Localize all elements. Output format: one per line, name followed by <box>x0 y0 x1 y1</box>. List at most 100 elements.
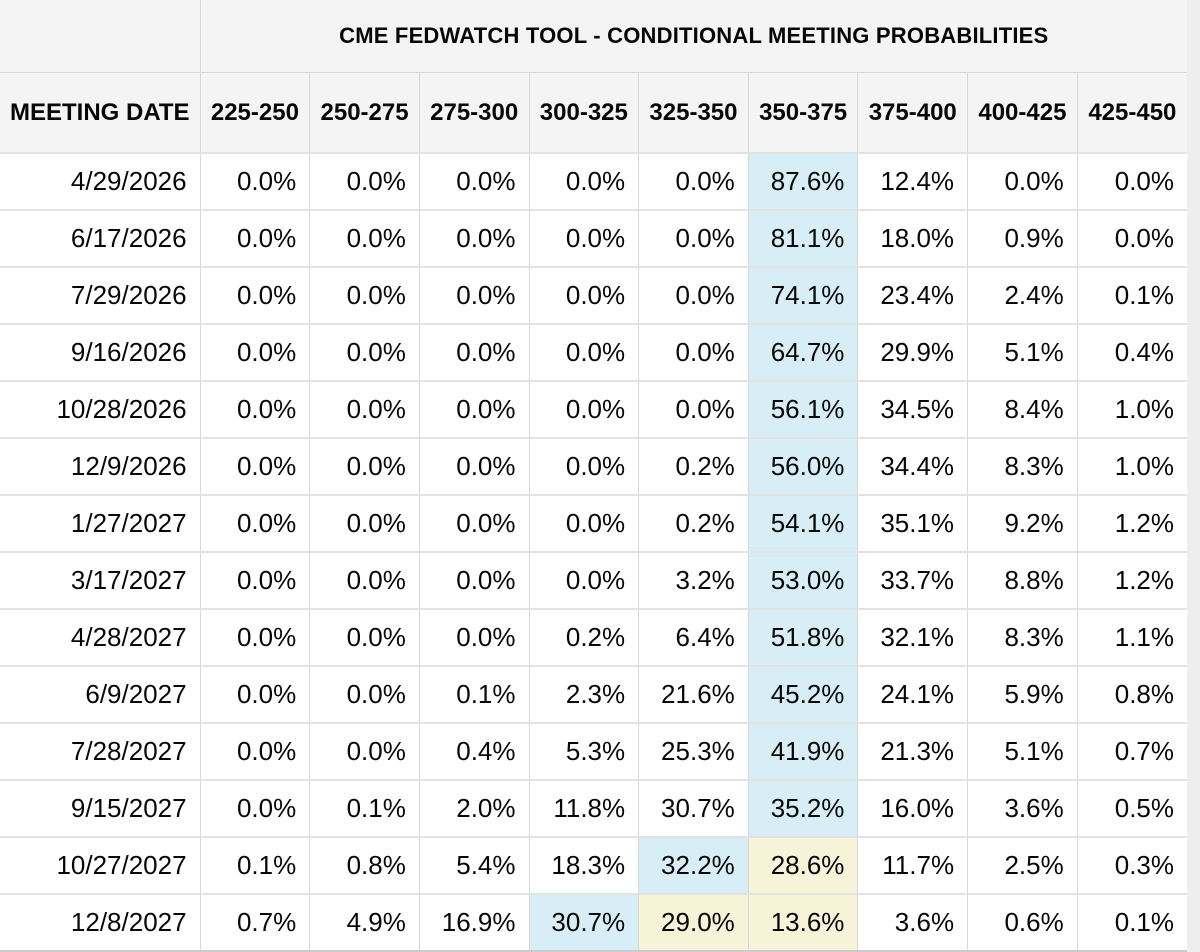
probability-cell: 41.9% <box>747 722 859 781</box>
probability-cell: 0.8% <box>309 836 420 895</box>
probability-cell: 74.1% <box>747 266 859 325</box>
probability-cell: 0.1% <box>1076 893 1187 952</box>
probability-cell: 0.0% <box>309 608 420 667</box>
probability-cell: 1.0% <box>1076 380 1187 439</box>
rate-range-header: 325-350 <box>638 72 749 154</box>
probability-cell: 16.9% <box>418 893 530 952</box>
table-row: 10/27/2027 0.1% 0.8% 5.4% 18.3% 32.2% 28.6% 11.… <box>0 836 1187 895</box>
probability-cell: 8.8% <box>967 551 1078 610</box>
probability-cell: 11.8% <box>528 779 640 838</box>
probability-cell: 0.9% <box>967 209 1078 268</box>
probability-cell: 0.0% <box>309 494 420 553</box>
probability-cell: 0.2% <box>638 437 749 496</box>
probability-cell: 0.0% <box>199 209 311 268</box>
meeting-date-cell: 12/8/2027 <box>0 893 201 952</box>
probability-cell: 0.4% <box>418 722 530 781</box>
probability-cell: 0.0% <box>528 494 640 553</box>
probability-cell: 0.3% <box>1076 836 1187 895</box>
probability-cell: 0.0% <box>309 266 420 325</box>
probability-cell: 0.0% <box>199 494 311 553</box>
probability-cell: 0.0% <box>418 323 530 382</box>
probability-cell: 87.6% <box>747 152 859 211</box>
corner-cell <box>0 0 201 73</box>
meeting-date-cell: 1/27/2027 <box>0 494 201 553</box>
table-row: 6/9/2027 0.0% 0.0% 0.1% 2.3% 21.6% 45.2% 24.1% 5… <box>0 665 1187 724</box>
probability-cell: 53.0% <box>747 551 859 610</box>
probability-cell: 1.2% <box>1076 551 1187 610</box>
table-body: 4/29/2026 0.0% 0.0% 0.0% 0.0% 0.0% 87.6% 12.4% 0… <box>0 152 1187 952</box>
meeting-date-cell: 6/9/2027 <box>0 665 201 724</box>
probability-cell: 2.3% <box>528 665 640 724</box>
probability-cell: 0.0% <box>418 608 530 667</box>
rate-range-header: 375-400 <box>857 72 969 154</box>
probability-cell: 5.9% <box>967 665 1078 724</box>
probability-cell: 2.4% <box>967 266 1078 325</box>
probability-cell: 0.2% <box>528 608 640 667</box>
probability-cell: 0.0% <box>199 779 311 838</box>
probability-cell: 3.6% <box>857 893 969 952</box>
probability-cell: 0.0% <box>199 608 311 667</box>
probability-cell: 34.4% <box>857 437 969 496</box>
table-row: 7/29/2026 0.0% 0.0% 0.0% 0.0% 0.0% 74.1% 23.4% 2… <box>0 266 1187 325</box>
probability-cell: 34.5% <box>857 380 969 439</box>
probability-cell: 0.0% <box>528 152 640 211</box>
probability-cell: 8.3% <box>967 437 1078 496</box>
probability-cell: 3.6% <box>967 779 1078 838</box>
probability-cell: 0.7% <box>1076 722 1187 781</box>
probability-cell: 0.0% <box>1076 209 1187 268</box>
probability-cell: 0.1% <box>418 665 530 724</box>
probability-cell: 0.0% <box>528 323 640 382</box>
probability-cell: 0.8% <box>1076 665 1187 724</box>
probability-cell: 1.1% <box>1076 608 1187 667</box>
probability-cell: 0.0% <box>199 266 311 325</box>
probability-cell: 0.0% <box>199 437 311 496</box>
probability-cell: 0.1% <box>199 836 311 895</box>
probability-cell: 0.0% <box>199 152 311 211</box>
probability-cell: 54.1% <box>747 494 859 553</box>
probability-cell: 0.0% <box>418 209 530 268</box>
probability-cell: 0.0% <box>528 551 640 610</box>
probability-cell: 0.0% <box>418 551 530 610</box>
probability-cell: 64.7% <box>747 323 859 382</box>
table-row: 12/9/2026 0.0% 0.0% 0.0% 0.0% 0.2% 56.0% 34.4% 8… <box>0 437 1187 496</box>
table-row: 12/8/2027 0.7% 4.9% 16.9% 30.7% 29.0% 13.6% 3.6… <box>0 893 1187 952</box>
probability-cell: 30.7% <box>528 893 640 952</box>
probability-cell: 13.6% <box>747 893 859 952</box>
probability-cell: 0.0% <box>528 266 640 325</box>
probability-cell: 0.7% <box>199 893 311 952</box>
table-row: 1/27/2027 0.0% 0.0% 0.0% 0.0% 0.2% 54.1% 35.1% 9… <box>0 494 1187 553</box>
probability-cell: 1.2% <box>1076 494 1187 553</box>
probability-cell: 0.0% <box>638 380 749 439</box>
probability-cell: 3.2% <box>638 551 749 610</box>
probability-cell: 33.7% <box>857 551 969 610</box>
rate-range-header: 425-450 <box>1076 72 1187 154</box>
table-row: 9/15/2027 0.0% 0.1% 2.0% 11.8% 30.7% 35.2% 16.0… <box>0 779 1187 838</box>
probability-cell: 0.1% <box>309 779 420 838</box>
probability-cell: 25.3% <box>638 722 749 781</box>
meeting-date-cell: 10/28/2026 <box>0 380 201 439</box>
header-row: MEETING DATE 225-250 250-275 275-300 300-32… <box>0 72 1187 154</box>
rate-range-header: 350-375 <box>747 72 859 154</box>
probability-cell: 28.6% <box>747 836 859 895</box>
probability-cell: 0.0% <box>199 551 311 610</box>
meeting-date-cell: 4/28/2027 <box>0 608 201 667</box>
probability-cell: 0.0% <box>418 266 530 325</box>
rate-range-header: 300-325 <box>528 72 640 154</box>
probability-cell: 18.0% <box>857 209 969 268</box>
probability-cell: 0.0% <box>199 323 311 382</box>
probability-cell: 32.1% <box>857 608 969 667</box>
probability-cell: 0.5% <box>1076 779 1187 838</box>
probability-cell: 0.0% <box>638 152 749 211</box>
meeting-date-cell: 9/15/2027 <box>0 779 201 838</box>
probability-cell: 0.0% <box>528 437 640 496</box>
meeting-date-cell: 7/28/2027 <box>0 722 201 781</box>
probability-cell: 5.1% <box>967 323 1078 382</box>
meeting-date-cell: 6/17/2026 <box>0 209 201 268</box>
probability-cell: 0.0% <box>967 152 1078 211</box>
meeting-date-cell: 7/29/2026 <box>0 266 201 325</box>
probability-cell: 45.2% <box>747 665 859 724</box>
probability-cell: 0.0% <box>199 665 311 724</box>
meeting-date-cell: 10/27/2027 <box>0 836 201 895</box>
